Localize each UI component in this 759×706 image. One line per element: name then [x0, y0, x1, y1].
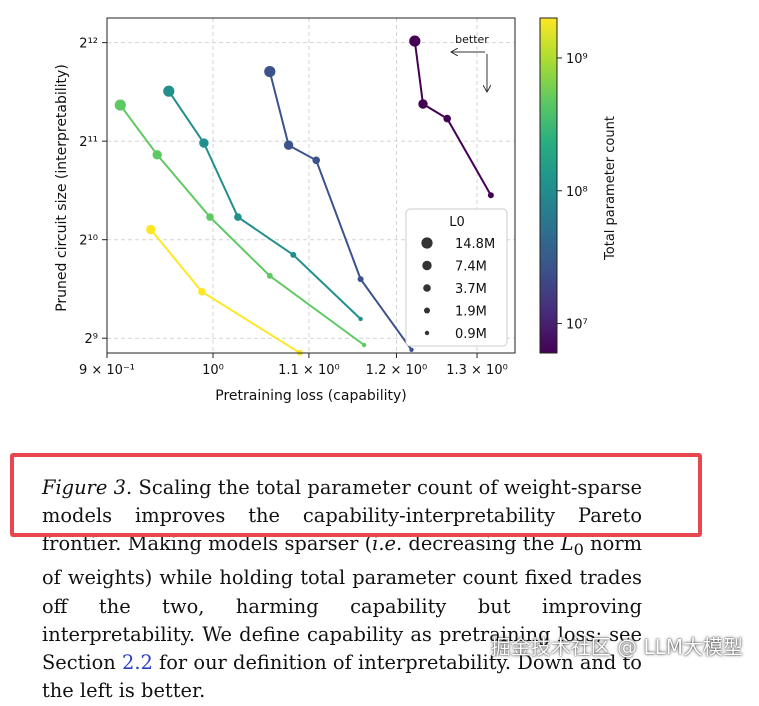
series-line — [268, 71, 413, 351]
data-point — [146, 224, 156, 235]
y-tick-label: 2¹² — [79, 37, 98, 52]
data-point — [312, 156, 321, 165]
y-axis-label: Pruned circuit size (interpretability) — [54, 64, 70, 312]
colorbar-gradient — [539, 17, 558, 354]
series-line — [150, 228, 301, 354]
y-tick-label: 2¹⁰ — [79, 234, 98, 249]
caption-highlighted-text: Scaling the total parameter count of wei… — [42, 476, 643, 556]
legend: L0 14.8M 7.4M 3.7M 1.9M 0.9M — [405, 208, 508, 347]
caption-ie: i.e. — [372, 532, 403, 556]
data-point — [266, 272, 273, 279]
figure-label: Figure 3. — [42, 476, 133, 499]
colorbar: 10⁷ 10⁸ 10⁹ Total parameter count — [539, 17, 618, 354]
data-point — [283, 140, 294, 150]
data-point — [234, 213, 242, 221]
data-point — [163, 85, 175, 97]
figure-caption: Figure 3. Scaling the total parameter co… — [42, 474, 642, 706]
y-axis-ticks: 2⁹ 2¹⁰ 2¹¹ 2¹² — [79, 37, 107, 347]
caption-text-2: decreasing the — [402, 532, 561, 556]
colorbar-tick-label: 10⁹ — [566, 52, 588, 67]
legend-marker — [423, 284, 431, 292]
watermark: 掘金技术社区 @ LLM大模型 — [490, 635, 743, 659]
legend-label: 7.4M — [455, 260, 487, 275]
series-line — [413, 40, 492, 196]
x-tick-label: 1.3 × 10⁰ — [446, 363, 508, 378]
colorbar-tick-label: 10⁷ — [566, 318, 588, 333]
data-point — [290, 251, 297, 258]
legend-label: 14.8M — [455, 237, 495, 252]
x-tick-label: 1.2 × 10⁰ — [366, 363, 428, 378]
legend-marker — [421, 237, 433, 249]
data-point — [418, 99, 428, 109]
better-annotation: better — [451, 33, 489, 92]
data-point — [114, 99, 126, 111]
data-point — [199, 138, 209, 148]
x-axis-label: Pretraining loss (capability) — [215, 388, 406, 404]
data-point — [358, 316, 363, 322]
data-point — [487, 192, 494, 199]
legend-marker — [424, 307, 430, 314]
caption-text-3: norm of weights) while holding total par… — [42, 532, 642, 675]
y-tick-label: 2¹¹ — [79, 135, 98, 150]
legend-label: 3.7M — [455, 282, 487, 297]
caption-text-1: Making models sparser ( — [127, 532, 373, 556]
better-label: better — [455, 33, 489, 46]
l0-symbol: L — [560, 532, 574, 556]
legend-label: 1.9M — [455, 305, 487, 320]
legend-label: 0.9M — [455, 327, 487, 342]
data-point — [152, 150, 162, 160]
x-axis-ticks: 9 × 10⁻¹ 10⁰ 1.1 × 10⁰ 1.2 × 10⁰ 1.3 × 10⁰ — [79, 353, 508, 378]
data-point — [198, 287, 206, 296]
colorbar-tick-label: 10⁸ — [566, 185, 588, 200]
series-line — [167, 90, 362, 320]
plot-frame — [106, 17, 516, 354]
x-tick-label: 1.1 × 10⁰ — [278, 363, 340, 378]
section-ref-link[interactable]: 2.2 — [122, 651, 153, 675]
data-point — [409, 35, 421, 47]
x-tick-label: 9 × 10⁻¹ — [79, 363, 135, 378]
chart: 9 × 10⁻¹ 10⁰ 1.1 × 10⁰ 1.2 × 10⁰ 1.3 × 10⁰ 2… — [54, 17, 618, 404]
x-tick-label: 10⁰ — [202, 363, 224, 378]
legend-title: L0 — [449, 215, 465, 230]
legend-marker — [424, 330, 430, 336]
series-points — [114, 35, 494, 356]
legend-marker — [422, 260, 432, 271]
data-point — [357, 276, 364, 283]
colorbar-label: Total parameter count — [603, 116, 618, 261]
data-point — [409, 347, 414, 352]
data-point — [206, 213, 214, 221]
l0-subscript: 0 — [573, 540, 584, 560]
y-tick-label: 2⁹ — [85, 332, 98, 347]
data-point — [264, 66, 276, 78]
data-point — [443, 114, 452, 123]
data-point — [361, 342, 367, 348]
